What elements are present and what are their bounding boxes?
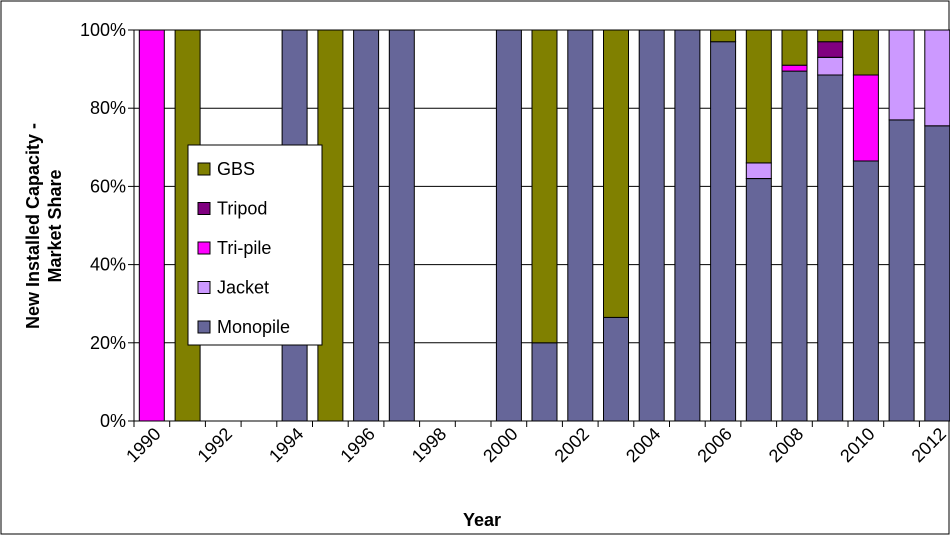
bar-segment-monopile: [852, 160, 879, 422]
axes: [133, 30, 950, 422]
bar-segment-monopile: [531, 342, 558, 422]
bar-segment-jacket: [817, 56, 844, 76]
legend: GBS Tripod Tri-pile Jacket Monopile: [187, 144, 323, 346]
bars: [138, 29, 950, 422]
bar-segment-monopile: [817, 74, 844, 422]
bar-segment-monopile: [710, 41, 737, 422]
bar-segment-monopile: [495, 29, 522, 422]
legend-swatch: [197, 241, 211, 255]
bar-segment-monopile: [388, 29, 415, 422]
legend-label: Tripod: [217, 199, 267, 219]
y-tick-label: 80%: [90, 98, 126, 118]
y-tick-label: 60%: [90, 176, 126, 196]
bar-segment-gbs: [781, 29, 808, 66]
x-axis-title: Year: [463, 510, 501, 530]
bar-segment-tri-pile: [138, 29, 165, 422]
bar-segment-tri-pile: [852, 74, 879, 162]
legend-label: Jacket: [217, 278, 269, 298]
bar-segment-gbs: [531, 29, 558, 344]
y-tick-label: 40%: [90, 255, 126, 275]
bar-segment-tri-pile: [781, 64, 808, 72]
bar-segment-monopile: [567, 29, 594, 422]
bar-segment-monopile: [888, 119, 915, 422]
bar-segment-jacket: [924, 29, 950, 127]
bar-segment-monopile: [745, 178, 772, 422]
legend-label: GBS: [217, 159, 255, 179]
bar-segment-gbs: [852, 29, 879, 76]
y-tick-label: 20%: [90, 333, 126, 353]
bar-segment-gbs: [817, 29, 844, 43]
legend-label: Tri-pile: [217, 238, 271, 258]
legend-swatch: [197, 162, 211, 176]
bar-segment-gbs: [745, 29, 772, 164]
y-tick-label: 100%: [80, 20, 126, 40]
y-axis-ticks: 0% 20% 40% 60% 80% 100%: [80, 20, 134, 431]
bar-segment-monopile: [924, 125, 950, 422]
plot-area: 0%20%40%60%80%100% 1990 1992 1994 1996 1998 2…: [80, 20, 950, 466]
bar-segment-monopile: [353, 29, 380, 422]
bar-segment-monopile: [603, 316, 629, 422]
legend-label: Monopile: [217, 317, 290, 337]
legend-swatch: [197, 281, 211, 294]
y-tick-label: 0%: [100, 411, 126, 431]
bar-segment-monopile: [781, 70, 808, 422]
bar-segment-monopile: [674, 29, 701, 422]
bar-segment-monopile: [638, 29, 665, 422]
bar-segment-jacket: [745, 162, 772, 179]
bar-segment-gbs: [603, 29, 629, 318]
bar-segment-gbs: [710, 29, 737, 43]
y-axis-title: New Installed Capacity - Market Share: [23, 123, 65, 329]
bar-segment-tripod: [817, 41, 844, 58]
bar-segment-jacket: [888, 29, 915, 121]
legend-swatch: [197, 202, 211, 215]
legend-swatch: [197, 320, 211, 334]
